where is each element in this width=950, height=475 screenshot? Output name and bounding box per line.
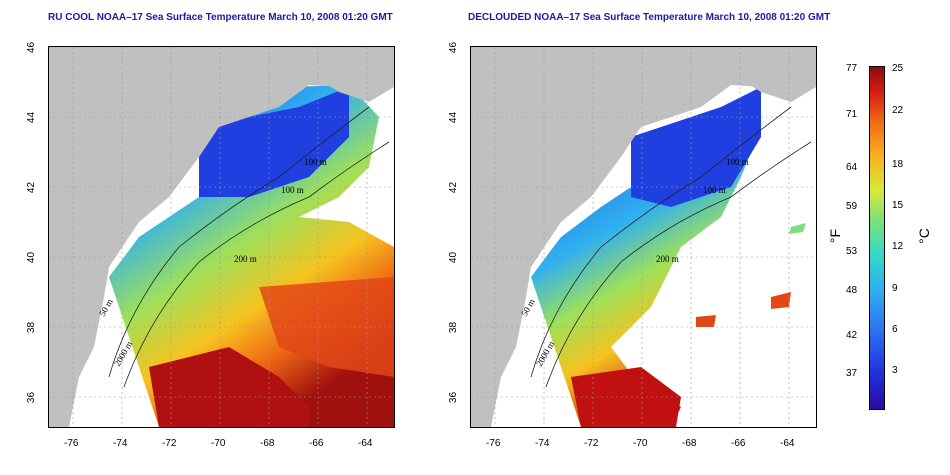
y-tick-label: 38: [26, 321, 38, 334]
colorbar-f-tick: 53: [846, 246, 858, 257]
sst-patch: [696, 315, 716, 327]
x-tick-label: -76: [64, 438, 79, 449]
colorbar-c-tick: 12: [892, 241, 904, 252]
contour-label: 100 m: [726, 157, 749, 167]
colorbar-f-tick: 59: [846, 201, 858, 212]
right-map-title: DECLOUDED NOAA–17 Sea Surface Temperatur…: [468, 12, 831, 23]
x-tick-label: -74: [113, 438, 128, 449]
y-tick-label: 36: [448, 391, 460, 404]
temperature-colorbar: [869, 66, 885, 410]
sst-patch: [789, 223, 806, 234]
colorbar-c-tick: 6: [892, 324, 898, 335]
colorbar-unit-celsius: °C: [915, 228, 932, 244]
x-tick-label: -66: [309, 438, 324, 449]
left-sst-map: 100 m 100 m 200 m 50 m 2000 m: [48, 46, 395, 428]
x-tick-label: -66: [731, 438, 746, 449]
land-mass: [471, 47, 816, 427]
x-tick-label: -70: [211, 438, 226, 449]
nova-scotia: [721, 47, 816, 102]
y-tick-label: 46: [26, 41, 38, 54]
grid-lines: [49, 47, 394, 427]
y-tick-label: 40: [448, 251, 460, 264]
colorbar-unit-fahrenheit: °F: [827, 228, 844, 244]
colorbar-c-tick: 15: [892, 200, 904, 211]
contour-label: 100 m: [304, 157, 327, 167]
x-tick-label: -64: [358, 438, 373, 449]
land-mass: [49, 47, 394, 427]
colorbar-f-tick: 37: [846, 368, 858, 379]
x-tick-label: -72: [162, 438, 177, 449]
y-tick-label: 44: [26, 111, 38, 124]
x-tick-label: -68: [260, 438, 275, 449]
x-tick-label: -64: [780, 438, 795, 449]
left-map-title: RU COOL NOAA–17 Sea Surface Temperature …: [48, 12, 393, 23]
sst-warm-stream: [259, 277, 394, 377]
grid-lines: [471, 47, 816, 427]
colorbar-f-tick: 42: [846, 330, 858, 341]
x-tick-label: -74: [535, 438, 550, 449]
sst-cold-north: [199, 87, 349, 197]
depth-contours: [530, 106, 812, 388]
y-tick-label: 42: [26, 181, 38, 194]
depth-contours: [108, 106, 390, 388]
colorbar-f-tick: 48: [846, 285, 858, 296]
colorbar-c-tick: 9: [892, 283, 898, 294]
colorbar-c-tick: 22: [892, 105, 904, 116]
colorbar-f-tick: 64: [846, 162, 858, 173]
contour-label: 100 m: [703, 185, 726, 195]
contour-label: 100 m: [281, 185, 304, 195]
x-tick-label: -70: [633, 438, 648, 449]
colorbar-f-tick: 77: [846, 63, 858, 74]
y-tick-label: 42: [448, 181, 460, 194]
right-declouded-sst-map: 100 m 100 m 200 m 50 m 2000 m: [470, 46, 817, 428]
colorbar-f-tick: 71: [846, 109, 858, 120]
y-tick-label: 38: [448, 321, 460, 334]
colorbar-c-tick: 18: [892, 159, 904, 170]
y-tick-label: 44: [448, 111, 460, 124]
x-tick-label: -76: [486, 438, 501, 449]
y-tick-label: 46: [448, 41, 460, 54]
colorbar-c-tick: 25: [892, 63, 904, 74]
sst-patch: [771, 292, 791, 309]
sst-cold-north: [631, 87, 761, 207]
y-tick-label: 36: [26, 391, 38, 404]
x-tick-label: -68: [682, 438, 697, 449]
nova-scotia: [299, 47, 394, 102]
contour-label: 200 m: [234, 254, 257, 264]
x-tick-label: -72: [584, 438, 599, 449]
y-tick-label: 40: [26, 251, 38, 264]
colorbar-c-tick: 3: [892, 365, 898, 376]
contour-label: 200 m: [656, 254, 679, 264]
